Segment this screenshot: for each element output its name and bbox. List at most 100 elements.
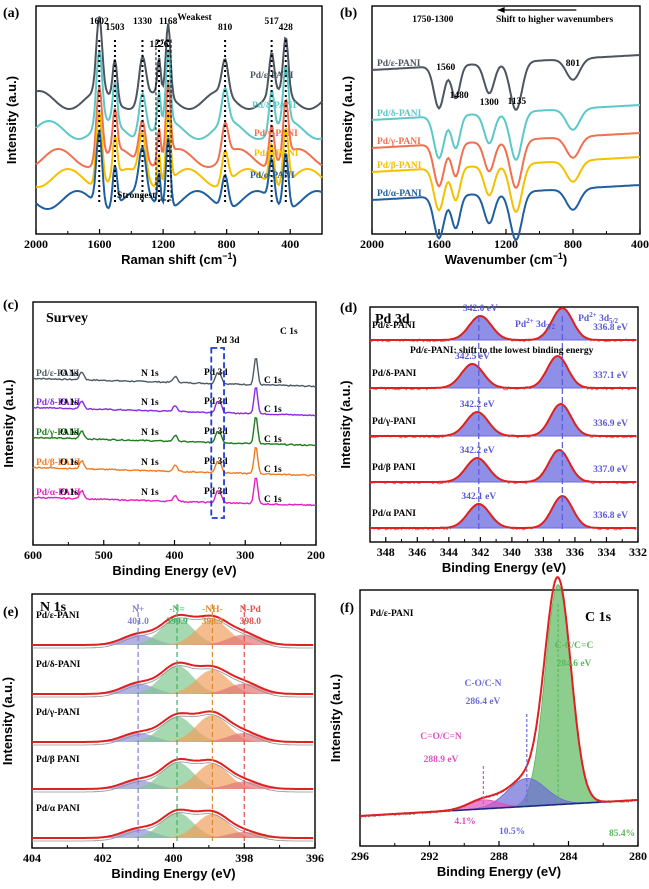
pd-3d52-label: Pd2+ 3d5/2 [578, 311, 618, 325]
x-tick-label: 1200 [494, 237, 518, 251]
n1s-component [32, 634, 314, 645]
n1s-component [32, 812, 314, 838]
panel-f: 296 292 288 284 280 (f) Binding Energy (eV) Int… [328, 576, 647, 879]
series-line [32, 477, 317, 507]
series-label: Pd/ε-PANI [36, 369, 80, 379]
peak-name-n1s: N 1s [141, 458, 159, 468]
fit-envelope [370, 402, 637, 437]
peak-name-pd3d: Pd 3d [204, 487, 228, 497]
x-tick-label: 1600 [88, 237, 112, 251]
component-name: N-Pd [240, 605, 262, 615]
plot-frame [32, 301, 317, 546]
series-line [32, 446, 317, 477]
series-line [35, 16, 323, 111]
panel-c: 600 500 400 300 200 (c) Binding Energy (eV) Int… [1, 298, 325, 578]
series-line [35, 49, 323, 141]
component-be: 288.9 eV [424, 755, 459, 765]
x-axis-unit-end: ) [233, 252, 237, 267]
x-tick-label: 292 [421, 849, 439, 863]
x-tick-label: 344 [440, 545, 458, 559]
plot-frame [369, 306, 639, 543]
panel-d: 348 346 344 342 340 338 336 334 332 (d) Binding En… [338, 301, 647, 575]
component-be: 398.9 [202, 617, 224, 627]
sup: 2+ [589, 311, 597, 319]
raw-spectrum [369, 449, 637, 485]
peak-label: 1300 [480, 98, 499, 108]
peak-name-n1s: N 1s [141, 428, 159, 438]
x-tick-label: 800 [564, 237, 582, 251]
p2-label: 337.1 eV [593, 371, 628, 381]
series-line [35, 128, 323, 211]
plot-frame [35, 5, 323, 235]
x-tick-label: 396 [306, 851, 324, 865]
n1s-title: N 1s [40, 600, 67, 615]
series-label: Pd/α-PANI [36, 488, 81, 498]
x-tick-label: 400 [166, 548, 184, 562]
peak-name-c1s: C 1s [264, 376, 282, 386]
series-line [35, 82, 323, 169]
component-name: C-O/C-N [465, 679, 502, 689]
x-tick-label: 334 [597, 545, 615, 559]
peak-label: 810 [218, 23, 233, 33]
pd3d-header: Pd 3d [216, 336, 240, 346]
peak-name-c1s: C 1s [264, 495, 282, 505]
panel-letter: (b) [340, 6, 357, 21]
series-line [33, 358, 316, 388]
x-axis-label: Binding Energy (eV) [111, 866, 235, 881]
p2-label: 336.9 eV [593, 419, 628, 429]
series-label: Pd/γ-PANI [36, 428, 80, 438]
annotation-shift: Shift to higher wavenumbers [496, 15, 614, 25]
peak-label: 1330 [133, 17, 152, 27]
component-name: -NH- [202, 605, 223, 615]
x-tick-label: 1600 [427, 237, 451, 251]
peak-name-pd3d: Pd 3d [204, 457, 228, 467]
series-label: Pd/β PANI [36, 755, 80, 765]
y-axis-label: Intensity (a.u.) [4, 76, 19, 164]
pd-3d32-label: Pd2+ 3d3/2 [515, 317, 555, 331]
peak-label: 801 [566, 59, 581, 69]
x-tick-label: 600 [24, 548, 42, 562]
x-axis-label: Binding Energy (eV) [437, 864, 561, 879]
x-axis-unit-sup: −1 [222, 251, 232, 261]
n1s-component [32, 832, 314, 838]
p1-label: 342.2 eV [460, 400, 495, 410]
component-name: -N= [169, 605, 184, 615]
n1s-component [32, 716, 314, 742]
series-label: Pd/δ-PANI [252, 101, 297, 111]
component-name: C-C/C=C [555, 641, 594, 651]
survey-title: Survey [46, 311, 88, 326]
x-tick-label: 2000 [360, 237, 384, 251]
n1s-component [32, 618, 314, 645]
x-tick-label: 400 [165, 851, 183, 865]
x-tick-label: 332 [629, 545, 647, 559]
raw-spectrum [32, 761, 314, 793]
n1s-component [32, 683, 314, 694]
raw-spectrum [32, 812, 314, 842]
panel-letter: (e) [3, 605, 19, 620]
component-be: 398.0 [240, 617, 262, 627]
series-line [32, 416, 317, 447]
panel-b: 2000 1600 1200 800 400 (b) Wavenumber (cm−1) In… [340, 5, 649, 267]
n1s-component [32, 733, 314, 742]
sup: 2+ [526, 317, 534, 325]
x-axis-label: Raman shift (cm−1) [121, 251, 237, 267]
x-tick-label: 400 [281, 237, 299, 251]
n1s-component [32, 781, 314, 789]
peak-name-n1s: N 1s [141, 488, 159, 498]
x-tick-label: 2000 [24, 237, 48, 251]
series-line [371, 104, 641, 161]
series-label: Pd/β-PANI [36, 458, 81, 468]
peak-name-pd3d: Pd 3d [204, 368, 228, 378]
x-axis-unit-end: ) [563, 252, 567, 267]
component-name: N+ [132, 605, 144, 615]
x-tick-label: 500 [95, 548, 113, 562]
peak-name-n1s: N 1s [141, 369, 159, 379]
peak-name-c1s: C 1s [264, 405, 282, 415]
x-tick-label: 336 [566, 545, 584, 559]
x-tick-label: 288 [490, 849, 508, 863]
x-tick-label: 340 [503, 545, 521, 559]
x-axis-label: Binding Energy (eV) [442, 560, 566, 575]
x-axis-label: Binding Energy (eV) [112, 563, 236, 578]
x-tick-label: 342 [471, 545, 489, 559]
